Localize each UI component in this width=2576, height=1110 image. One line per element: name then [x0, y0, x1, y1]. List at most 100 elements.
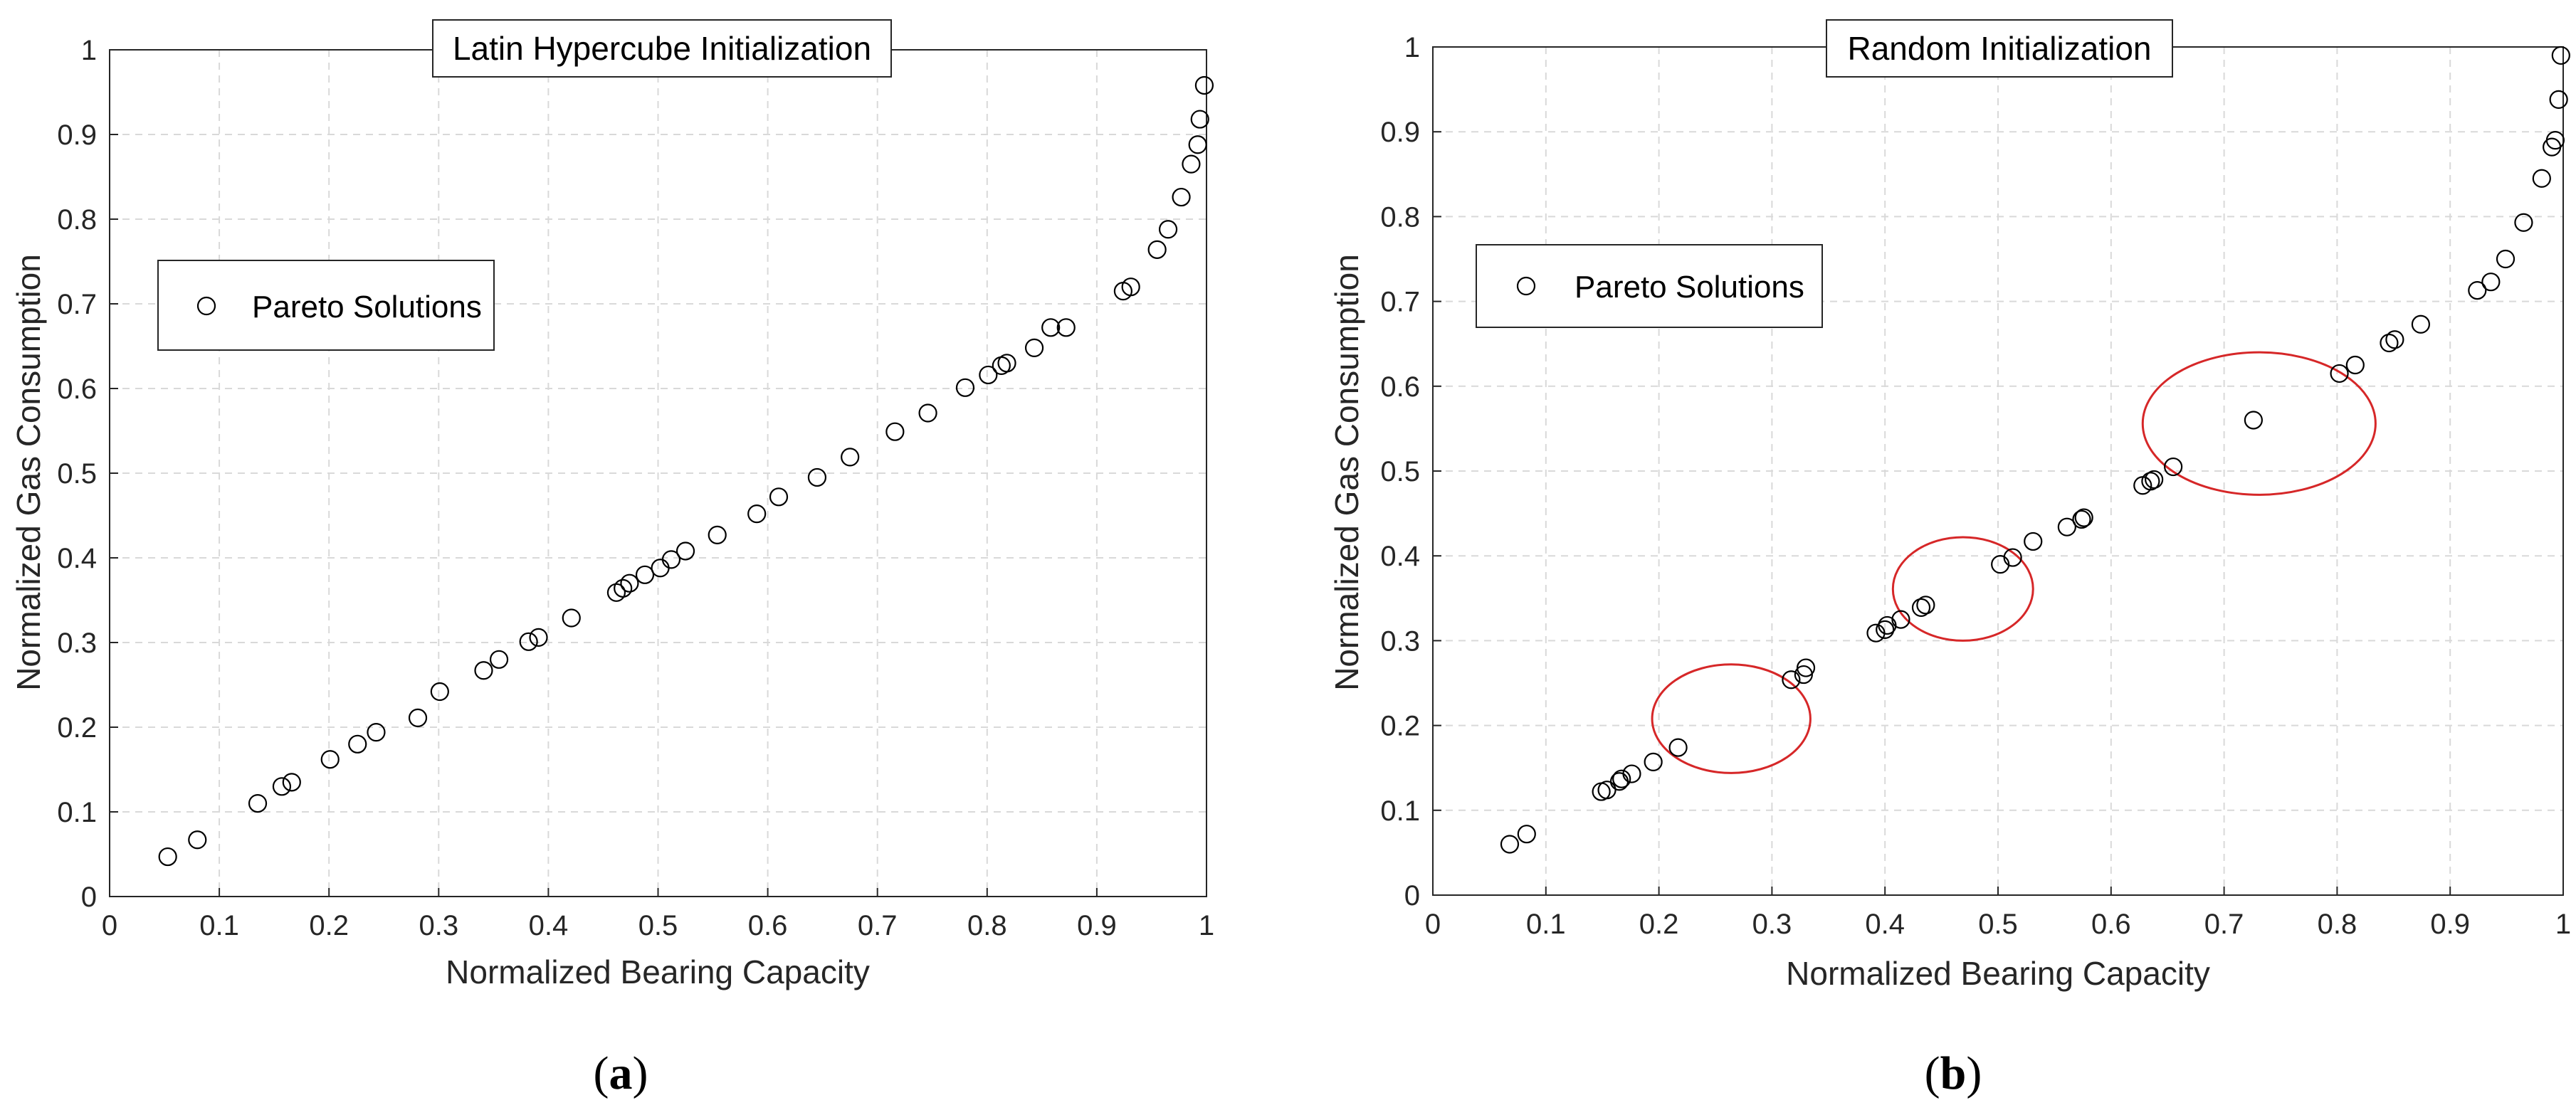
x-tick-label: 0.4 — [1865, 909, 1905, 940]
pareto-point — [661, 550, 681, 569]
x-tick-label: 0.5 — [1978, 909, 2018, 940]
pareto-point — [1158, 220, 1178, 239]
pareto-point — [1500, 835, 1520, 854]
x-tick-label: 1 — [1199, 910, 1214, 941]
pareto-point — [1190, 110, 1209, 129]
pareto-point — [2481, 273, 2501, 292]
pareto-point — [1891, 610, 1910, 629]
pareto-point — [1991, 555, 2010, 574]
panel-a-grid — [110, 50, 1206, 897]
pareto-point — [2514, 213, 2533, 232]
panel-a-title: Latin Hypercube Initialization — [453, 30, 871, 67]
pareto-point — [997, 354, 1016, 373]
y-tick-label: 0.1 — [1380, 796, 1420, 827]
y-tick-label: 0 — [1404, 880, 1420, 911]
x-tick-label: 0.7 — [2204, 909, 2244, 940]
panel-b-y-axis-label: Normalized Gas Consumption — [1328, 254, 1365, 691]
panel-b-title-box — [1826, 19, 2173, 78]
pareto-point — [248, 793, 268, 813]
pareto-point — [614, 578, 633, 598]
pareto-point — [2145, 470, 2164, 490]
pareto-point — [1916, 596, 1935, 615]
pareto-point — [2496, 249, 2515, 269]
pareto-point — [747, 504, 767, 524]
y-tick-label: 0.4 — [57, 543, 97, 574]
pareto-point — [885, 422, 905, 441]
panel-a-legend-marker — [196, 296, 216, 316]
x-tick-label: 0.3 — [1752, 909, 1792, 940]
pareto-point — [529, 628, 548, 647]
pareto-point — [1172, 187, 1191, 207]
pareto-point — [1188, 135, 1207, 154]
pareto-point — [2330, 364, 2349, 384]
pareto-point — [1782, 670, 1801, 689]
x-tick-label: 0.9 — [1077, 910, 1117, 941]
pareto-point — [2345, 355, 2365, 375]
pareto-point — [2024, 532, 2043, 551]
pareto-point — [2244, 411, 2263, 430]
pareto-point — [2141, 472, 2160, 491]
y-tick-label: 0.5 — [1380, 456, 1420, 487]
x-tick-label: 0.9 — [2430, 909, 2470, 940]
pareto-point — [979, 365, 998, 385]
panel-b-legend-marker — [1516, 276, 1536, 296]
x-tick-label: 0.6 — [2091, 909, 2131, 940]
x-tick-label: 0.6 — [748, 910, 788, 941]
y-tick-label: 0.8 — [57, 204, 97, 236]
highlight-ellipse — [1891, 536, 2034, 642]
pareto-point — [1041, 318, 1061, 337]
pareto-point — [1796, 658, 1816, 677]
pareto-point — [408, 708, 428, 728]
x-tick-label: 0.3 — [419, 910, 458, 941]
pareto-point — [2543, 137, 2562, 157]
pareto-point — [1121, 278, 1140, 297]
pareto-point — [519, 632, 538, 651]
x-tick-label: 0.8 — [2318, 909, 2357, 940]
pareto-point — [320, 750, 340, 769]
pareto-point — [2532, 169, 2551, 188]
panel-a-chart: 0 0.1 0.2 0.3 0.4 0.5 0.6 0.7 0.8 0.9 1 0 0.1 0.2 0.3 0… — [10, 19, 1214, 1099]
pareto-point — [367, 723, 386, 742]
pareto-point — [348, 734, 367, 754]
y-tick-label: 0 — [81, 882, 97, 913]
pareto-point — [1024, 338, 1044, 357]
y-tick-label: 0.5 — [57, 458, 97, 490]
panel-a-x-axis-label: Normalized Bearing Capacity — [446, 953, 870, 990]
highlight-ellipse — [2141, 351, 2377, 496]
pareto-point — [918, 403, 937, 423]
pareto-point — [635, 565, 655, 584]
pareto-point — [2468, 281, 2487, 300]
panel-b-points — [1500, 46, 2570, 854]
y-tick-label: 0.4 — [1380, 541, 1420, 572]
y-tick-label: 0.9 — [57, 120, 97, 151]
pareto-point — [272, 777, 292, 796]
pareto-point — [1911, 598, 1931, 618]
x-tick-label: 0.1 — [1526, 909, 1566, 940]
pareto-point — [2411, 314, 2431, 334]
panel-b-legend-label: Pareto Solutions — [1574, 270, 1804, 305]
pareto-point — [1147, 240, 1167, 259]
pareto-point — [158, 847, 177, 867]
panel-b-grid — [1433, 47, 2563, 895]
pareto-point — [2549, 90, 2568, 110]
panel-b-chart: 0 0.1 0.2 0.3 0.4 0.5 0.6 0.7 0.8 0.9 1 0 0.1 0.2 0.3 0… — [1328, 19, 2571, 1099]
panel-a-label: (a) — [594, 1047, 648, 1099]
y-tick-label: 0.1 — [57, 797, 97, 828]
panel-a-title-box — [432, 19, 892, 78]
pareto-point — [841, 448, 860, 467]
x-tick-label: 1 — [2555, 909, 2571, 940]
x-tick-label: 0.2 — [309, 910, 349, 941]
pareto-point — [2074, 508, 2093, 527]
pareto-point — [1517, 825, 1536, 844]
y-tick-label: 0.6 — [57, 374, 97, 405]
panel-a-legend-label: Pareto Solutions — [252, 290, 482, 324]
pareto-point — [2164, 457, 2183, 477]
x-tick-label: 0.8 — [967, 910, 1007, 941]
pareto-point — [1668, 738, 1688, 757]
panel-a-ticks: 0 0.1 0.2 0.3 0.4 0.5 0.6 0.7 0.8 0.9 1 0 0.1 0.2 0.3 0… — [57, 35, 1214, 941]
pareto-point — [1644, 752, 1663, 771]
panel-a-points — [158, 75, 1214, 867]
pareto-point — [2385, 330, 2404, 349]
y-tick-label: 0.3 — [1380, 625, 1420, 657]
y-tick-label: 0.9 — [1380, 117, 1420, 148]
